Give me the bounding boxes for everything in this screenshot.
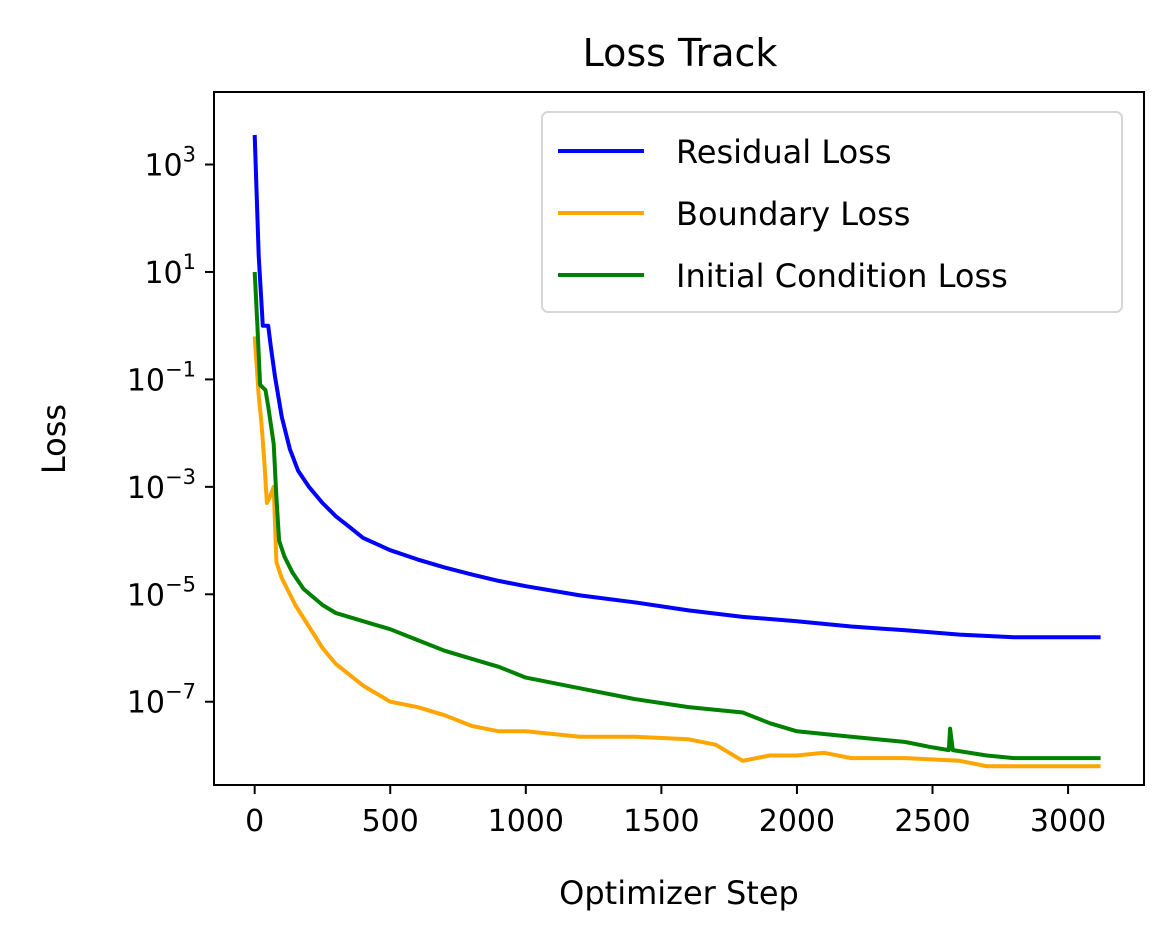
- y-tick-label: 10−1: [127, 357, 196, 398]
- y-tick-label: 101: [144, 250, 196, 291]
- y-tick-label: 10−3: [127, 465, 196, 506]
- legend-label: Initial Condition Loss: [676, 257, 1008, 295]
- y-tick-label: 10−7: [127, 680, 196, 721]
- series-line-residual-loss: [252, 134, 1101, 640]
- series-line-boundary-loss: [252, 336, 1101, 769]
- x-tick-label: 2000: [759, 804, 835, 839]
- y-axis-label: Loss: [35, 404, 73, 474]
- x-tick-label: 1000: [488, 804, 564, 839]
- x-axis: 0 500 1000 1500 2000 2500 3000: [245, 785, 1106, 839]
- x-tick-label: 500: [362, 804, 419, 839]
- x-tick-label: 0: [245, 804, 264, 839]
- legend-label: Residual Loss: [676, 133, 892, 171]
- legend-box: [541, 111, 1123, 313]
- y-axis: 103 101 10−1 10−3 10−5 10−7: [127, 143, 214, 721]
- chart-title: Loss Track: [583, 31, 778, 75]
- plot-frame: [213, 91, 1145, 786]
- series-layer: [252, 134, 1101, 769]
- y-tick-label: 103: [144, 143, 196, 184]
- legend-label: Boundary Loss: [676, 195, 910, 233]
- y-tick-label: 10−5: [127, 572, 196, 613]
- x-tick-label: 3000: [1030, 804, 1106, 839]
- x-tick-label: 1500: [623, 804, 699, 839]
- x-tick-label: 2500: [894, 804, 970, 839]
- x-axis-label: Optimizer Step: [559, 874, 799, 912]
- legend: Residual Loss Boundary Loss Initial Condit…: [541, 111, 1123, 313]
- series-line-initial-condition-loss: [252, 271, 1101, 761]
